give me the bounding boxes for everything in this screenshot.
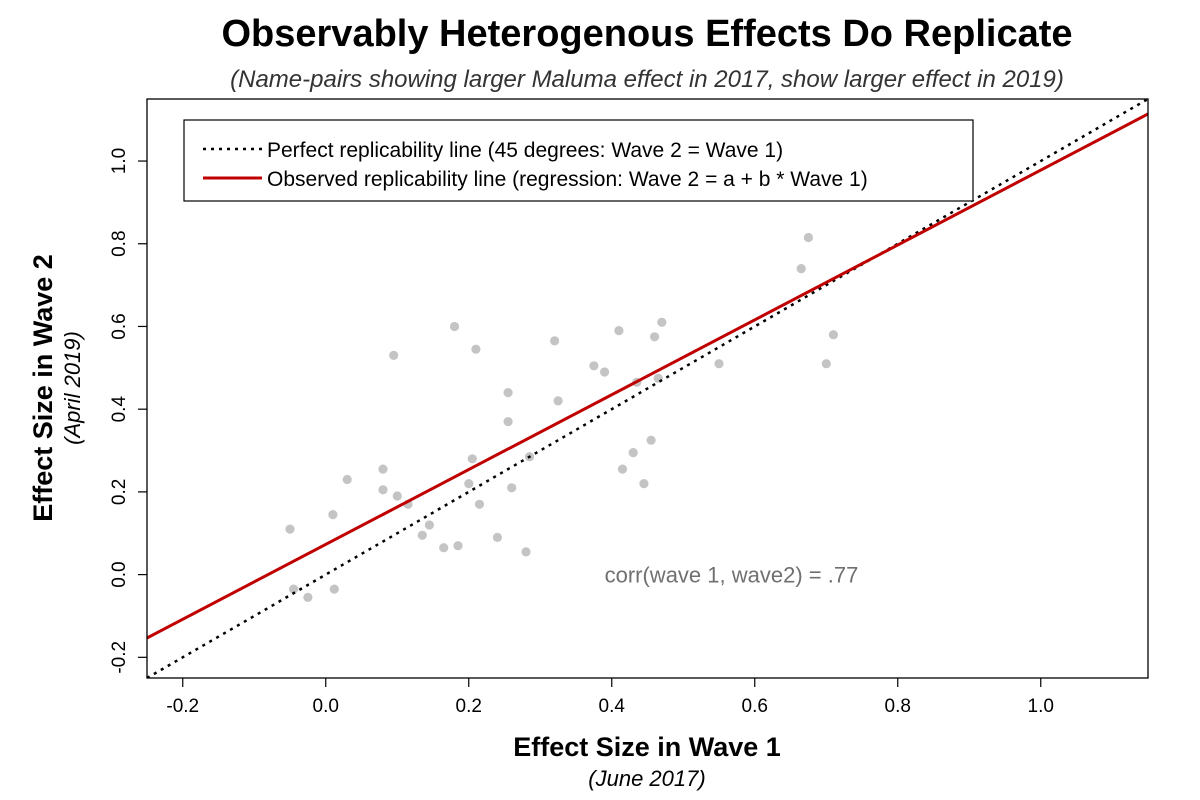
scatter-point [474,499,485,509]
scatter-point [828,330,839,340]
scatter-point [503,388,513,398]
scatter-point [714,359,724,369]
legend: Perfect replicability line (45 degrees: … [183,119,974,202]
y-tick-label: 1.0 [109,148,130,174]
scatter-point [492,532,502,543]
scatter-point [289,584,299,594]
scatter-point [303,592,313,603]
scatter-point [464,479,474,489]
scatter-point [417,530,427,540]
scatter-point [796,264,806,274]
x-tick-label: 0.4 [599,696,626,717]
scatter-point [821,359,831,369]
y-tick-label: 0.8 [109,230,130,256]
scatter-point [392,491,402,501]
y-axis-label: Effect Size in Wave 2 [28,254,58,522]
y-axis-sublabel: (April 2019) [60,331,85,445]
legend-observed-label: Observed replicability line (regression:… [267,168,868,191]
x-axis-sublabel: (June 2017) [588,766,705,791]
scatter-point [617,464,628,474]
scatter-point [614,326,624,336]
x-tick-label: 0.6 [742,696,768,717]
x-tick-label: 0.0 [313,696,339,717]
scatter-point [503,417,513,427]
scatter-point [521,547,531,557]
legend-box [183,119,974,202]
x-axis-label: Effect Size in Wave 1 [513,732,781,762]
y-tick-label: -0.2 [109,641,130,674]
x-axis: -0.2 0.0 0.2 0.4 0.6 0.8 1.0 [166,678,1054,717]
scatter-point [328,509,338,520]
scatter-point [628,448,638,458]
scatter-point [467,454,477,464]
y-tick-label: 0.4 [109,396,130,423]
scatter-point [342,474,352,485]
scatter-point [329,584,339,594]
x-tick-label: 0.2 [456,696,482,717]
plot-area: corr(wave 1, wave2) = .77 [147,99,1148,678]
scatter-point [553,396,563,406]
observed-replicability-line [147,112,1148,640]
y-tick-label: 0.0 [109,561,130,587]
x-tick-label: -0.2 [166,696,199,717]
scatter-point [650,332,660,342]
scatter-point [453,541,463,551]
correlation-annotation: corr(wave 1, wave2) = .77 [605,563,859,588]
scatter-point [507,483,517,493]
scatter-point [657,317,667,327]
scatter-point [550,336,560,346]
x-tick-label: 0.8 [885,696,911,717]
scatter-point [389,350,399,360]
perfect-replicability-line [147,99,1148,678]
legend-perfect-label: Perfect replicability line (45 degrees: … [267,139,783,162]
scatter-point [646,435,656,445]
scatter-point [600,367,610,377]
scatter-point [285,524,295,534]
scatter-point [803,232,814,243]
scatter-point [471,344,481,354]
y-axis: -0.2 0.0 0.2 0.4 0.6 0.8 1.0 [109,148,147,674]
scatter-point [639,479,649,489]
scatter-point [378,485,388,495]
scatter-point [424,520,434,530]
chart-title: Observably Heterogenous Effects Do Repli… [221,13,1072,55]
y-tick-label: 0.2 [109,479,130,505]
plot-frame [146,98,1149,679]
y-tick-label: 0.6 [109,313,130,339]
scatter-point [439,543,449,553]
scatter-point [589,361,599,371]
chart-subtitle: (Name-pairs showing larger Maluma effect… [230,66,1064,93]
scatter-point [378,464,388,474]
scatter-point [449,321,460,332]
x-tick-label: 1.0 [1028,696,1054,717]
